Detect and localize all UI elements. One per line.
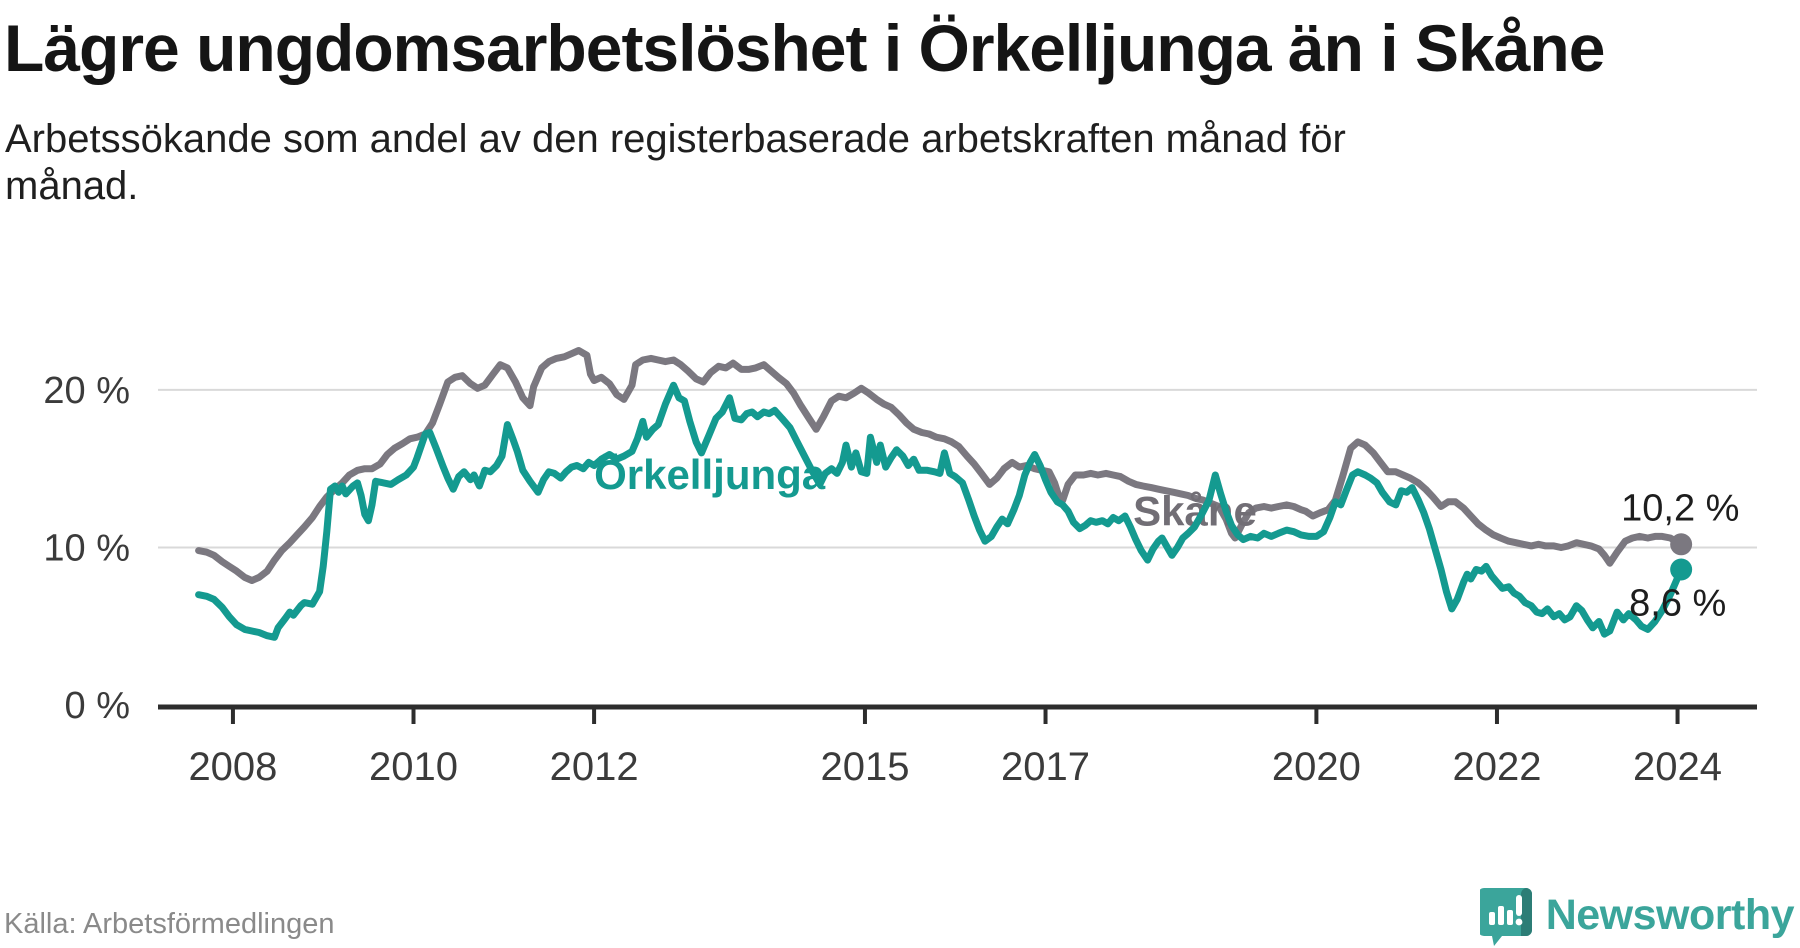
y-tick-label-20: 20 % (43, 370, 130, 412)
end-dot-orkelljunga (1670, 558, 1693, 581)
page-title: Lägre ungdomsarbetslöshet i Örkelljunga … (4, 11, 1605, 85)
y-tick-label-0: 0 % (65, 685, 130, 727)
chart-subtitle: Arbetssökande som andel av den registerb… (5, 116, 1505, 210)
x-tick-label-2015: 2015 (820, 745, 909, 789)
x-tick-label-2012: 2012 (550, 745, 639, 789)
brand-name: Newsworthy (1545, 890, 1795, 939)
end-dot-skane (1670, 533, 1693, 556)
x-tick-label-2017: 2017 (1001, 745, 1090, 789)
logo-exclamation-dot (1515, 918, 1523, 926)
x-tick-label-2020: 2020 (1272, 745, 1361, 789)
x-tick-label-2008: 2008 (188, 745, 277, 789)
y-tick-label-10: 10 % (43, 527, 130, 569)
logo-bar-1 (1488, 912, 1495, 925)
logo-bar-3 (1506, 910, 1513, 925)
logo-fold (1520, 888, 1532, 936)
end-value-label-orkelljunga: 8,6 % (1629, 583, 1726, 625)
brand-lockup: Newsworthy (1479, 884, 1795, 946)
logo-bar-2 (1497, 906, 1504, 925)
series-label-orkelljunga: Örkelljunga (594, 451, 826, 498)
x-tick-label-2022: 2022 (1452, 745, 1541, 789)
end-value-label-skane: 10,2 % (1621, 487, 1739, 529)
x-tick-label-2024: 2024 (1633, 745, 1722, 789)
series-line-skane (195, 347, 1685, 584)
logo-exclamation-bar (1515, 895, 1522, 916)
newsworthy-logo-icon (1479, 888, 1532, 946)
x-tick-label-2010: 2010 (369, 745, 458, 789)
series-line-orkelljunga (195, 381, 1685, 641)
subtitle-line-2: månad. (5, 164, 139, 208)
source-note: Källa: Arbetsförmedlingen (4, 908, 335, 940)
subtitle-line-1: Arbetssökande som andel av den registerb… (5, 117, 1346, 161)
